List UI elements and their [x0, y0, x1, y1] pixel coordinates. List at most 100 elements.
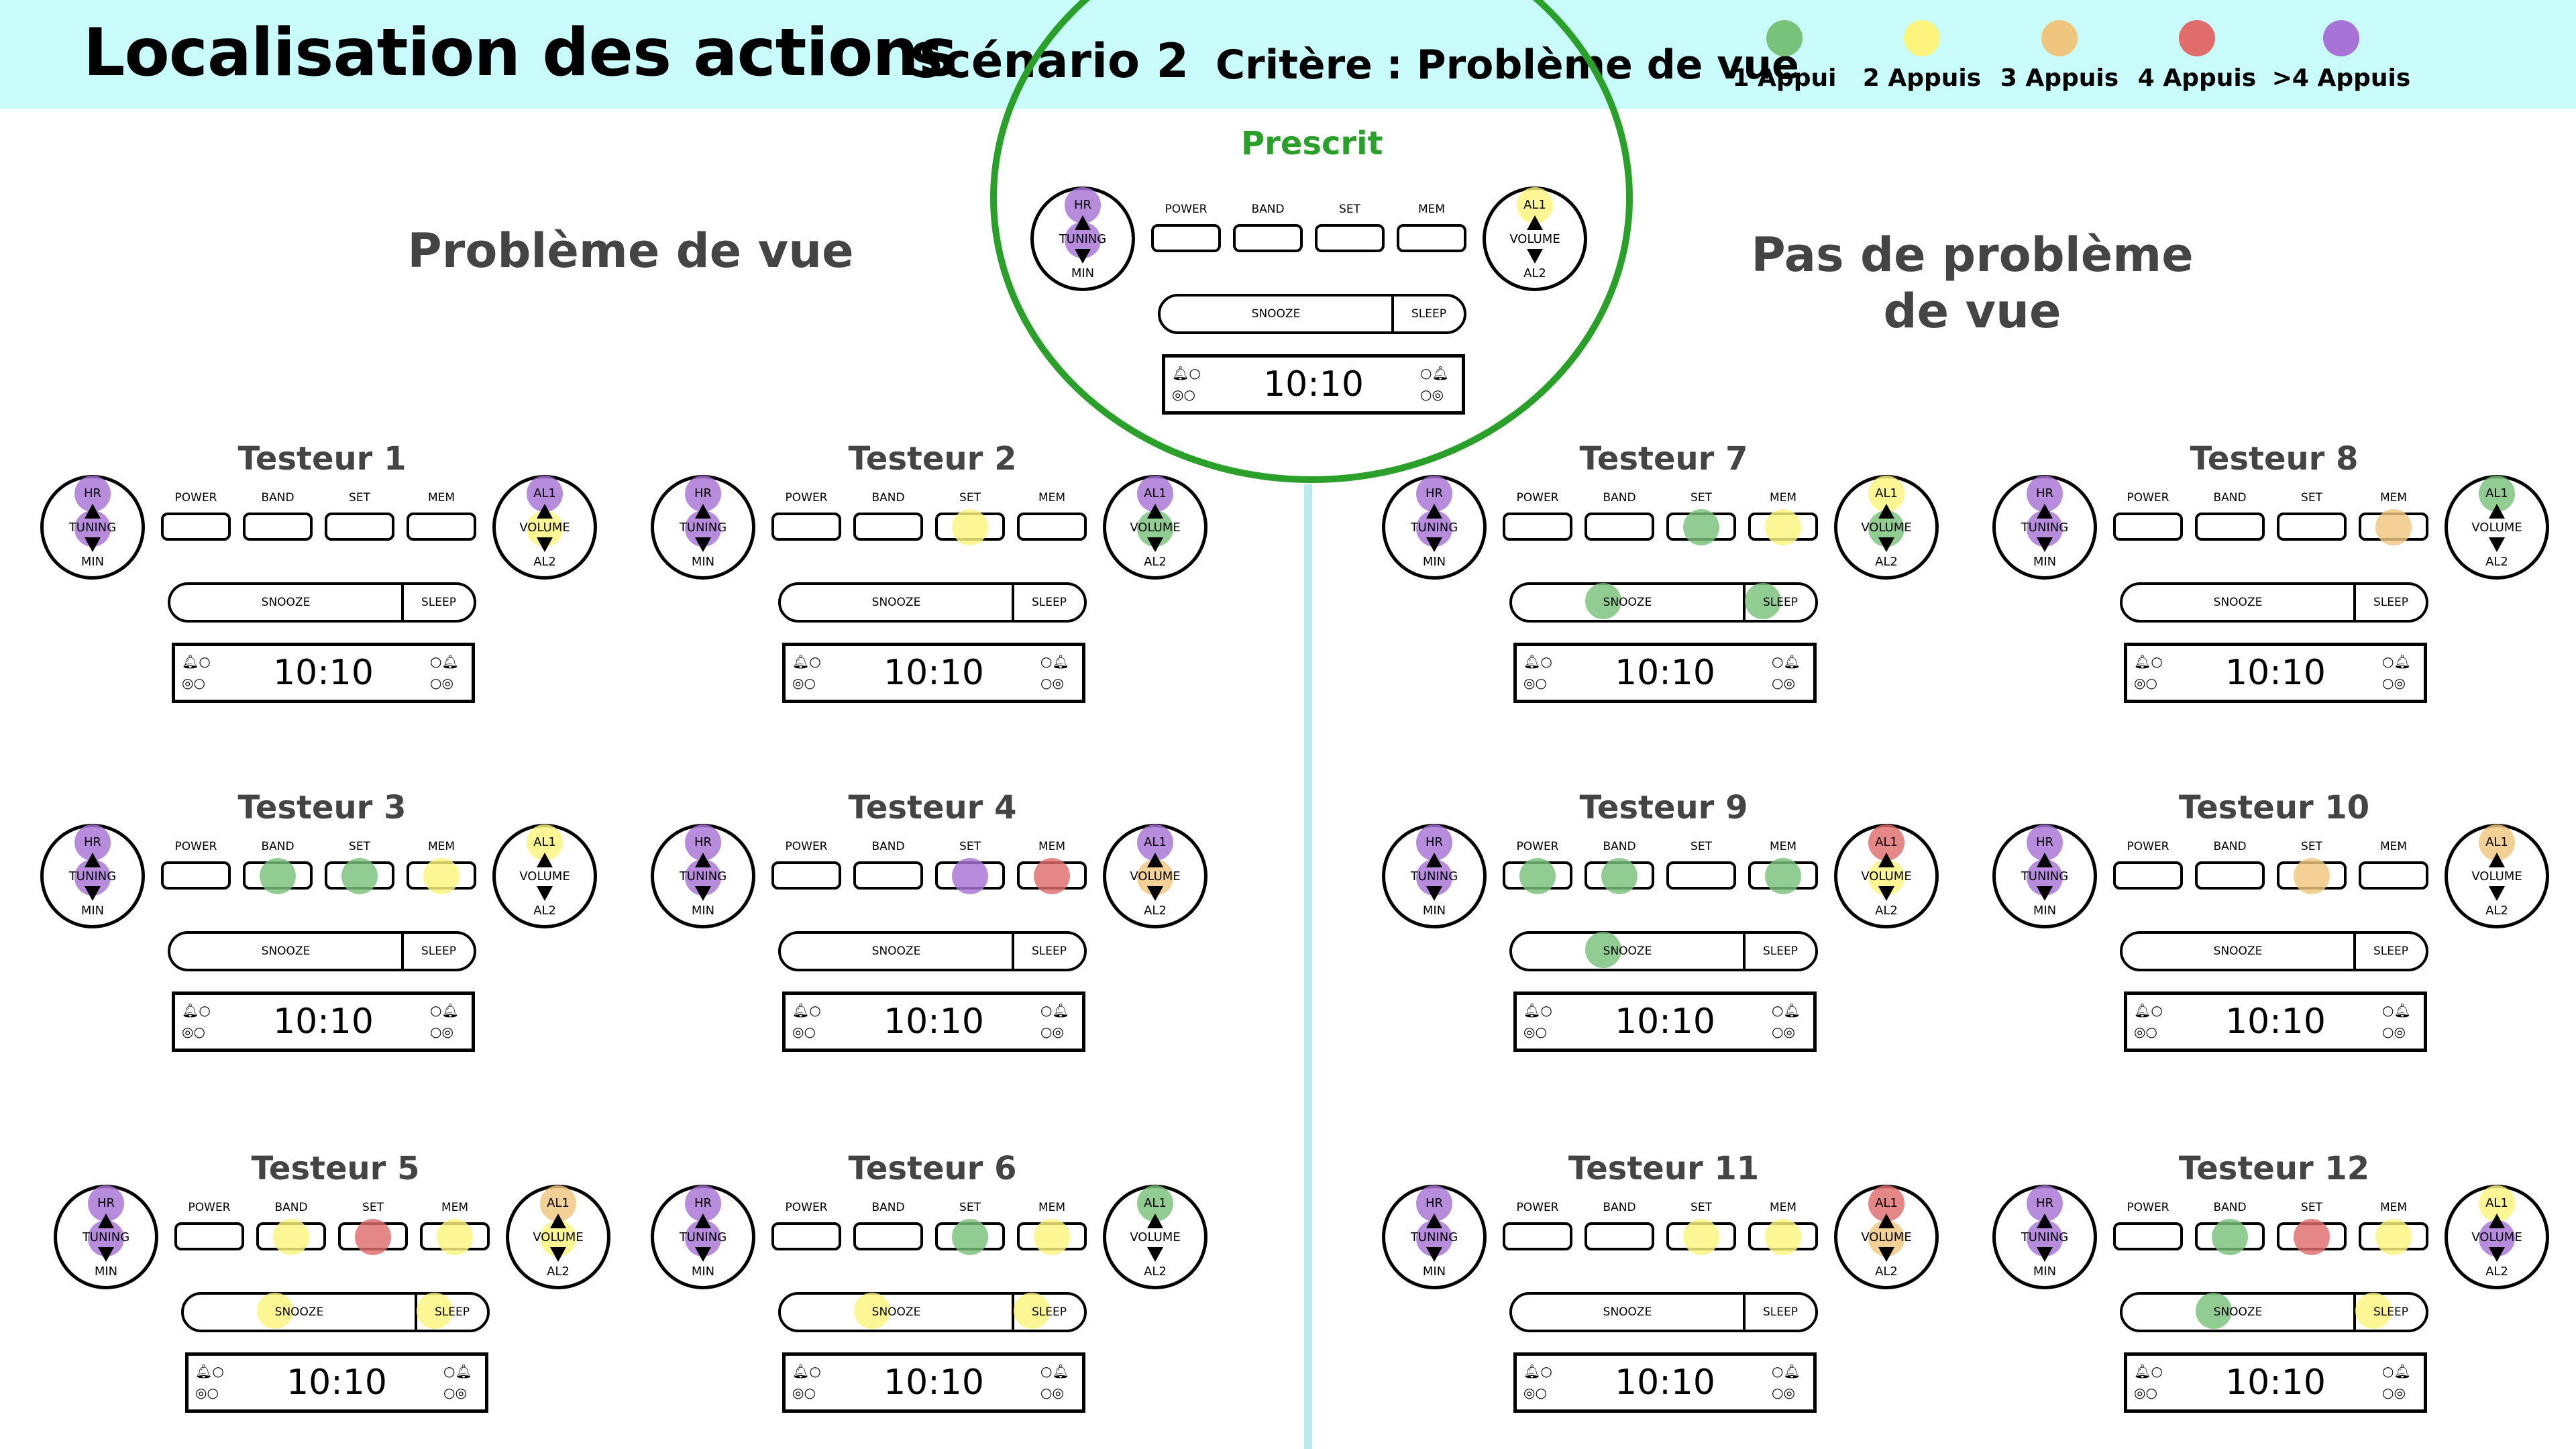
sleep-label: SLEEP [1763, 1305, 1798, 1319]
up-arrow-icon [1878, 853, 1894, 867]
snooze-separator [1743, 585, 1746, 620]
up-arrow-icon [2037, 1214, 2053, 1228]
power-button-label: POWER [2127, 491, 2169, 504]
al1-label: AL1 [2485, 486, 2508, 500]
legend-item: 4 Appuis [2123, 20, 2271, 101]
al2-label: AL2 [1144, 904, 1167, 918]
press-marker-snooze [1585, 583, 1621, 619]
radio-icon: ◎○ [792, 1024, 816, 1040]
radio-icon: ◎○ [182, 1024, 205, 1040]
hr-label: HR [2035, 486, 2054, 500]
tuning-label: TUNING [2021, 1230, 2069, 1244]
power-button [2113, 861, 2183, 890]
down-arrow-icon [1426, 886, 1442, 901]
volume-knob: AL1 VOLUME AL2 [2445, 1185, 2549, 1289]
snooze-label: SNOOZE [261, 945, 311, 958]
hr-label: HR [1073, 198, 1092, 212]
sleep-label: SLEEP [2373, 1305, 2408, 1319]
up-arrow-icon [695, 504, 711, 519]
mem-button-label: MEM [1038, 840, 1066, 853]
al2-label: AL2 [1875, 1265, 1898, 1279]
radio-icon: ○◎ [1420, 386, 1444, 402]
band-button [1585, 1222, 1654, 1250]
set-button-label: SET [1339, 203, 1360, 216]
hr-label: HR [2035, 1196, 2054, 1210]
min-label: MIN [80, 555, 105, 569]
alarm-bell-icon: 🔔︎○ [182, 1002, 211, 1018]
display-time: 10:10 [2225, 1002, 2326, 1042]
legend-label: 3 Appuis [2000, 64, 2119, 92]
clock-device: Testeur 2 HR TUNING MIN AL1 VOLUME AL2 POWER BAN… [651, 440, 1214, 703]
clock-display: 🔔︎○ ◎○ ○🔔︎ ○◎ 10:10 [782, 991, 1085, 1052]
down-arrow-icon [1527, 249, 1543, 264]
up-arrow-icon [1147, 853, 1163, 867]
band-button-label: BAND [1603, 491, 1636, 504]
clock-display: 🔔︎○ ◎○ ○🔔︎ ○◎ 10:10 [2124, 991, 2427, 1052]
al1-label: AL1 [1144, 835, 1167, 849]
snooze-separator [1012, 934, 1014, 969]
radio-icon: ◎○ [2134, 1024, 2157, 1040]
tuning-label: TUNING [68, 869, 117, 883]
press-marker-sleep [1014, 1293, 1050, 1329]
tuning-label: TUNING [1410, 869, 1458, 883]
press-marker-set [952, 1219, 988, 1255]
up-arrow-icon [2037, 853, 2053, 867]
power-button-label: POWER [1516, 491, 1559, 504]
tuning-label: TUNING [679, 521, 727, 535]
al2-label: AL2 [1875, 904, 1898, 918]
power-button-label: POWER [2127, 1201, 2169, 1214]
band-button [2195, 861, 2265, 890]
set-button-label: SET [2301, 1201, 2322, 1214]
radio-icon: ○◎ [1772, 675, 1795, 691]
snooze-label: SNOOZE [261, 596, 311, 609]
mem-button-label: MEM [2379, 1201, 2408, 1214]
up-arrow-icon [98, 1214, 114, 1228]
tester-title: Testeur 8 [2190, 440, 2359, 478]
mem-button-label: MEM [1769, 491, 1797, 504]
power-button-label: POWER [2127, 840, 2169, 853]
hr-label: HR [1425, 1196, 1444, 1210]
up-arrow-icon [1147, 504, 1163, 519]
mem-button-label: MEM [441, 1201, 469, 1214]
volume-label: VOLUME [1130, 869, 1181, 883]
min-label: MIN [2033, 1265, 2057, 1279]
al1-label: AL1 [533, 486, 556, 500]
down-arrow-icon [1147, 1247, 1163, 1262]
mem-button-label: MEM [2379, 840, 2408, 853]
al1-label: AL1 [1144, 1196, 1167, 1210]
band-button [1233, 224, 1303, 252]
mem-button-label: MEM [1769, 840, 1797, 853]
tuning-knob: HR TUNING MIN [40, 824, 145, 928]
volume-knob: AL1 VOLUME AL2 [1483, 186, 1587, 291]
down-arrow-icon [98, 1247, 114, 1262]
al2-label: AL2 [533, 904, 556, 918]
set-button-label: SET [362, 1201, 384, 1214]
press-marker-mem [2375, 509, 2412, 545]
up-arrow-icon [1878, 1214, 1894, 1228]
clock-display: 🔔︎○ ◎○ ○🔔︎ ○◎ 10:10 [1513, 1352, 1817, 1413]
display-time: 10:10 [273, 653, 374, 693]
tuning-label: TUNING [679, 869, 727, 883]
set-button-label: SET [959, 491, 981, 504]
al1-label: AL1 [2485, 835, 2508, 849]
down-arrow-icon [1426, 1247, 1442, 1262]
clock-device: Testeur 8 HR TUNING MIN AL1 VOLUME AL2 POWER BAN… [1992, 440, 2556, 703]
tuning-label: TUNING [82, 1230, 130, 1244]
al1-label: AL1 [547, 1196, 570, 1210]
set-button-label: SET [1690, 491, 1712, 504]
power-button [771, 513, 841, 541]
alarm-bell-icon: ○🔔︎ [1772, 1363, 1801, 1379]
power-button-label: POWER [1516, 840, 1559, 853]
set-button [1666, 861, 1736, 890]
radio-icon: ◎○ [195, 1385, 219, 1401]
al2-label: AL2 [1144, 555, 1167, 569]
up-arrow-icon [2037, 504, 2053, 519]
down-arrow-icon [1075, 249, 1091, 264]
press-marker-set [952, 858, 988, 894]
up-arrow-icon [2489, 1214, 2505, 1228]
down-arrow-icon [1147, 537, 1163, 552]
power-button [161, 513, 231, 541]
set-button [2277, 513, 2347, 541]
band-button-label: BAND [1251, 203, 1285, 216]
down-arrow-icon [2037, 537, 2053, 552]
